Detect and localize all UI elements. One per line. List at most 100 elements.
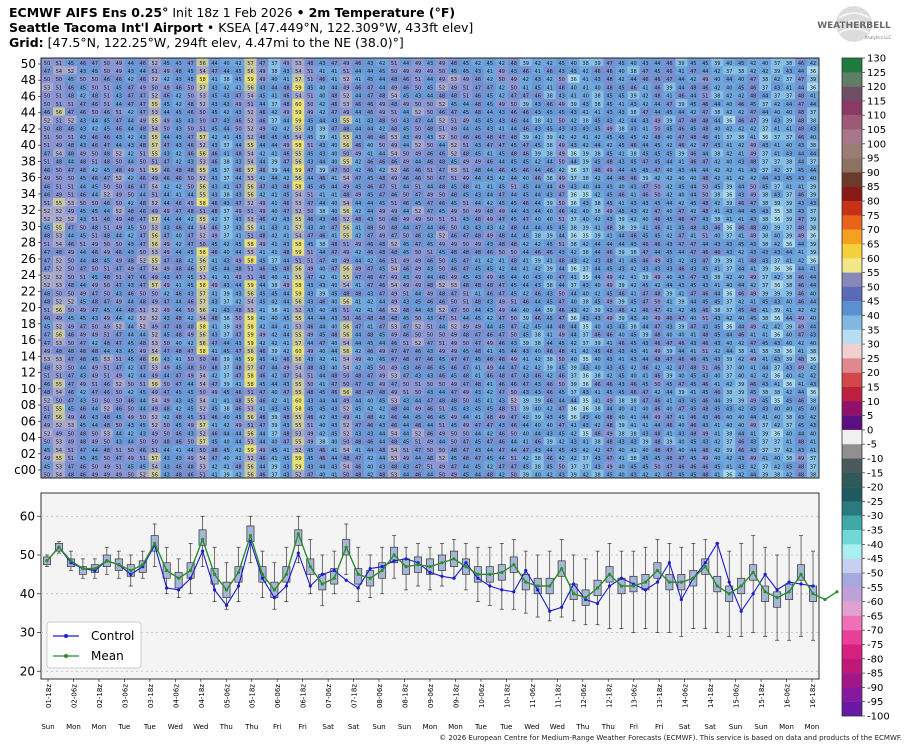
heatmap-cell: 52	[41, 280, 54, 289]
heatmap-cell: 45	[76, 82, 90, 91]
heatmap-cell: 51	[41, 305, 54, 314]
heatmap-cell: 49	[41, 453, 54, 462]
heatmap-cell: 44	[76, 181, 90, 190]
heatmap-cell: 45	[64, 313, 78, 322]
heatmap-cell: 49	[41, 346, 54, 355]
colorbar-label: 40	[867, 311, 880, 322]
header-bullet-1: •	[297, 5, 305, 20]
colorbar-swatch	[842, 286, 862, 302]
heatmap-cell: 50	[52, 74, 66, 83]
heatmap-cell: 52	[64, 66, 78, 75]
heatmap-cell: 54	[52, 445, 66, 454]
heatmap-cell: 51	[52, 370, 66, 380]
colorbar-swatch	[842, 472, 862, 488]
heatmap-cell: 50	[52, 165, 66, 174]
colorbar-label: -10	[867, 454, 883, 465]
colorbar-swatch	[842, 530, 862, 545]
colorbar-label: 20	[867, 368, 880, 379]
heatmap-cell: 48	[41, 296, 54, 306]
logo-text: WEATHERBELL	[817, 21, 891, 31]
heatmap-cell: 52	[41, 395, 54, 404]
colorbar-label: -95	[867, 697, 883, 708]
heatmap-cell: 50	[64, 288, 78, 297]
heatmap-cell: 50	[64, 338, 78, 347]
heatmap-cell: 52	[52, 420, 66, 429]
heatmap-cell: 43	[76, 123, 90, 133]
station-info: KSEA [47.449°N, 122.309°W, 433ft elev]	[218, 20, 473, 35]
colorbar-swatch	[842, 372, 862, 388]
heatmap-cell: 45	[64, 58, 78, 67]
heatmap-cell: 48	[52, 346, 66, 355]
colorbar-label: 55	[867, 268, 880, 279]
colorbar-label: 90	[867, 168, 880, 179]
colorbar-label: 5	[867, 411, 873, 422]
heatmap-cell: 49	[64, 436, 78, 446]
heatmap-cell: 50	[41, 123, 54, 133]
colorbar-swatch	[842, 572, 862, 588]
heatmap-cell: 50	[64, 428, 78, 437]
heatmap-cell: 47	[64, 461, 78, 470]
colorbar-label: 35	[867, 325, 880, 336]
heatmap-cell: 50	[41, 74, 54, 83]
heatmap-cell: 54	[52, 387, 66, 396]
heatmap-cell: 47	[41, 329, 54, 339]
colorbar-swatch	[842, 587, 862, 602]
colorbar-label: -5	[867, 440, 877, 451]
colorbar-label: -30	[867, 511, 883, 522]
colorbar-label: -75	[867, 640, 883, 651]
colorbar-swatch	[842, 201, 862, 216]
heatmap-cell: 51	[41, 140, 54, 149]
heatmap-cell: 53	[64, 198, 78, 207]
heatmap-cell: 47	[64, 379, 78, 388]
heatmap-cell: 52	[41, 115, 54, 124]
colorbar-swatch	[842, 172, 862, 187]
heatmap-cell: 43	[76, 140, 90, 149]
colorbar-swatch	[842, 100, 862, 116]
colorbar-label: -70	[867, 626, 883, 637]
heatmap-cell: 56	[52, 329, 66, 339]
heatmap-cell: 49	[52, 140, 66, 149]
heatmap-cell: 52	[64, 214, 78, 223]
colorbar-label: -60	[867, 597, 883, 608]
heatmap-cell: 50	[64, 305, 78, 314]
heatmap-cell: 50	[52, 395, 66, 404]
heatmap-cell: 48	[52, 156, 66, 166]
colorbar-swatch	[842, 558, 862, 574]
heatmap-cell: 53	[41, 82, 54, 91]
heatmap-cell: 51	[52, 115, 66, 124]
heatmap-cell: 46	[41, 313, 54, 322]
colorbar-swatch	[842, 673, 862, 688]
heatmap-cell: 47	[64, 107, 78, 116]
grid-label: Grid:	[9, 35, 44, 50]
heatmap-cell: 46	[41, 181, 54, 190]
colorbar-label: -55	[867, 583, 883, 594]
heatmap-cell: 46	[64, 387, 78, 396]
heatmap-cell: 54	[52, 469, 66, 479]
model-name: ECMWF AIFS Ens 0.25°	[9, 5, 168, 20]
colorbar-swatch	[842, 415, 862, 431]
heatmap-cell: 48	[76, 165, 90, 174]
heatmap-cell: 52	[52, 214, 66, 223]
heatmap-cell: 46	[76, 107, 90, 116]
heatmap-cell: 51	[64, 181, 78, 190]
heatmap-cell: 46	[41, 379, 54, 388]
heatmap-cell: 43	[76, 132, 90, 141]
colorbar-label: 0	[867, 425, 873, 436]
heatmap-cell: 48	[64, 140, 78, 149]
colorbar-label: -50	[867, 568, 883, 579]
colorbar-label: -45	[867, 554, 883, 565]
colorbar-swatch	[842, 358, 862, 373]
heatmap-cell: 55	[52, 403, 66, 413]
heatmap-cell: 55	[52, 198, 66, 207]
heatmap-cell: 42	[76, 90, 90, 100]
heatmap-cell: 51	[52, 181, 66, 190]
colorbar-swatch	[842, 501, 862, 516]
copyright-footer: © 2026 European Centre for Medium-Range …	[439, 734, 902, 742]
heatmap-cell: 47	[64, 165, 78, 174]
colorbar-label: 60	[867, 254, 880, 265]
colorbar-label: 75	[867, 211, 880, 222]
heatmap-cell: 46	[41, 107, 54, 116]
heatmap-cell: 49	[41, 420, 54, 429]
heatmap-cell: 47	[41, 247, 54, 256]
heatmap-cell: 51	[64, 189, 78, 199]
